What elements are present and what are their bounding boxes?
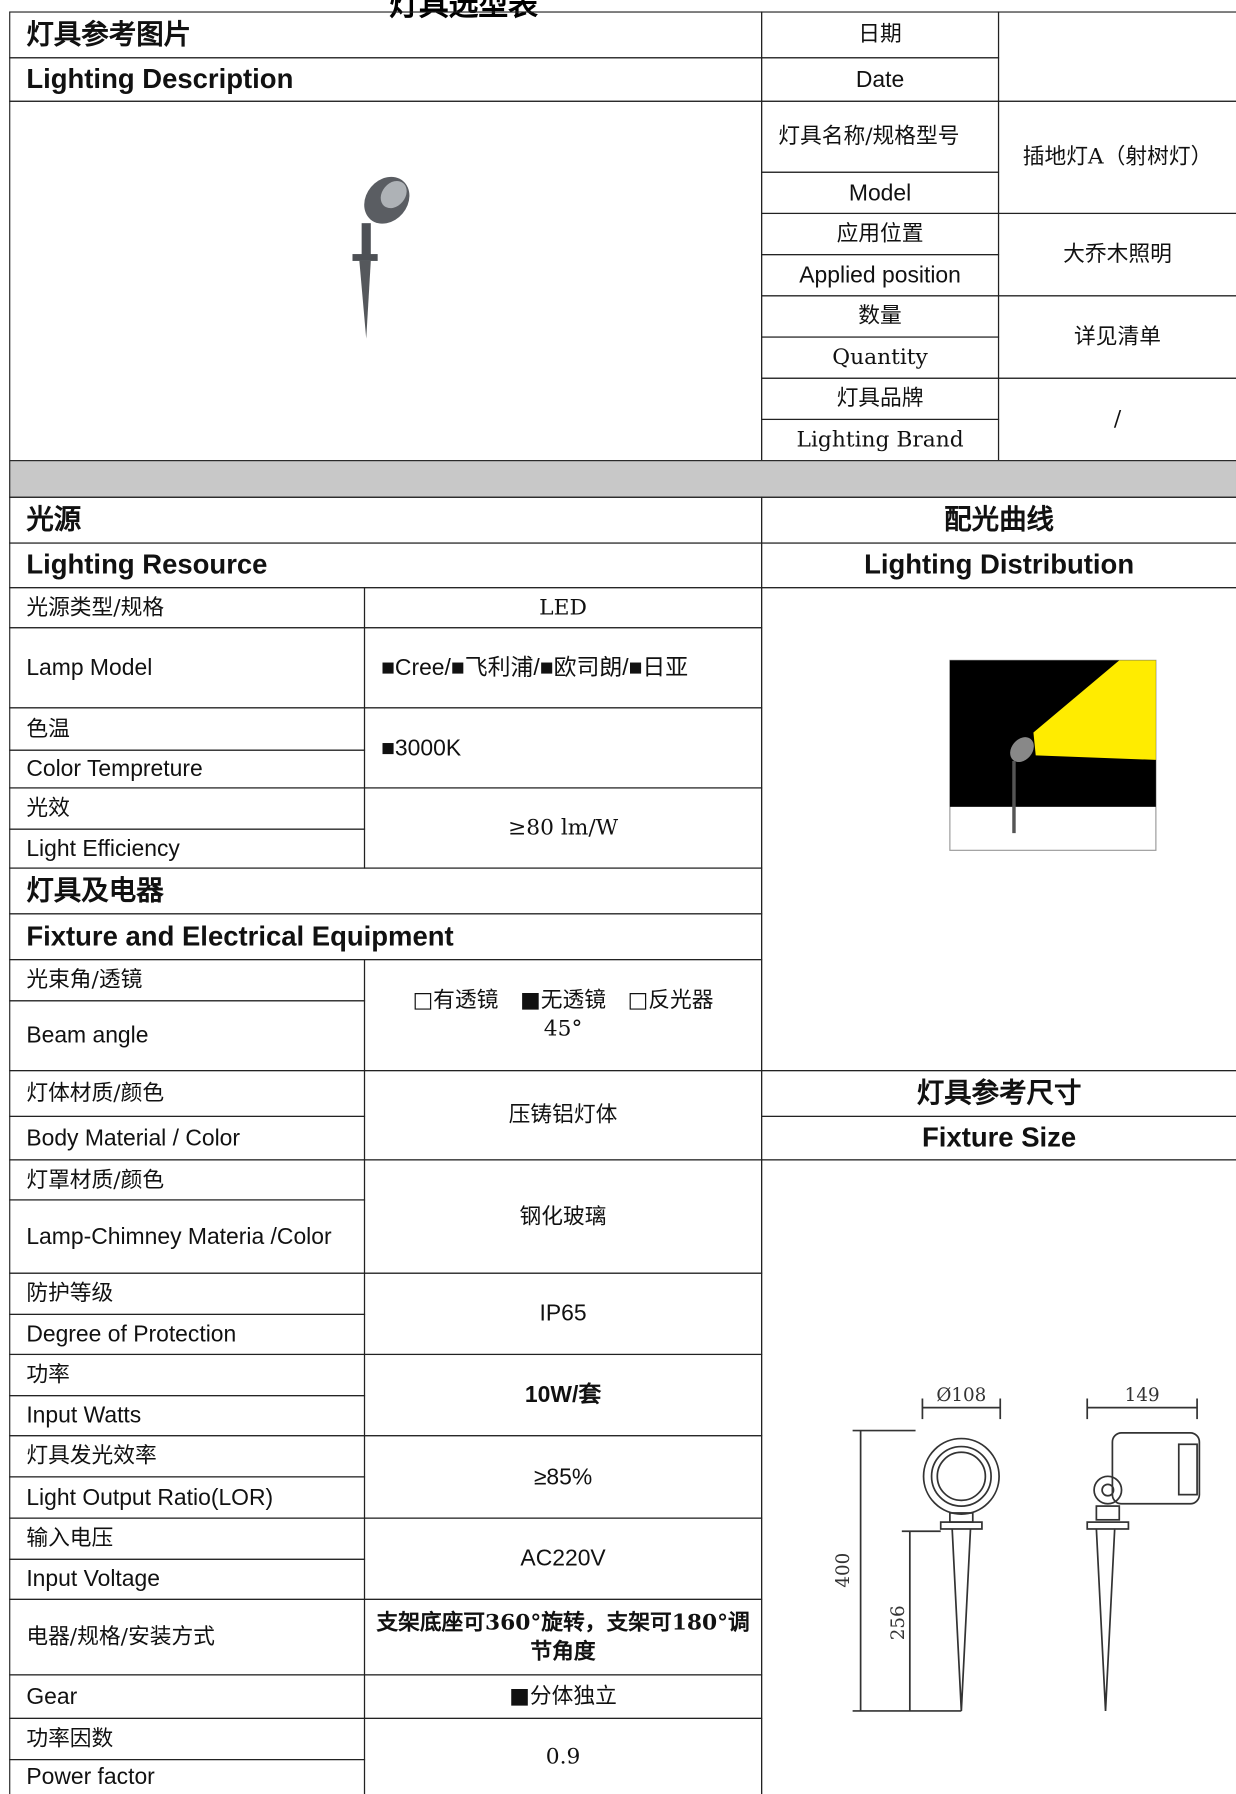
- cell-text: 压铸铝灯体: [508, 1102, 618, 1128]
- dimension-label: 400: [833, 1553, 854, 1588]
- table-cell: Color Tempreture: [9, 749, 366, 789]
- cell-text: Model: [848, 180, 912, 206]
- table-cell: Lighting Brand: [761, 418, 1000, 462]
- cell-text: 功率因数: [26, 1725, 114, 1752]
- fixture-photo: [352, 176, 410, 339]
- cell-text: ≥80 lm/W: [508, 815, 619, 841]
- table-cell: 防护等级: [9, 1272, 366, 1315]
- cell-text: 灯罩材质/颜色: [26, 1166, 165, 1193]
- cell-text: 灯具品牌: [836, 385, 924, 412]
- cell-text: Input Voltage: [26, 1566, 160, 1592]
- cell-text: Lighting Distribution: [864, 549, 1135, 581]
- cell-text: Quantity: [832, 344, 928, 370]
- cell-text: 功率: [26, 1362, 70, 1388]
- cell-text: Lighting Resource: [26, 549, 268, 581]
- cell-text: 数量: [858, 303, 902, 329]
- cell-text: Input Watts: [26, 1403, 142, 1429]
- cell-text: /: [1113, 406, 1122, 432]
- section-header: Lighting Resource: [9, 542, 763, 589]
- cell-text: 电器/规格/安装方式: [26, 1624, 215, 1650]
- dimension-label: 149: [1125, 1385, 1160, 1406]
- distribution-image: [949, 659, 1157, 851]
- cell-text: Lamp Model: [26, 655, 153, 681]
- cell-text: 防护等级: [26, 1280, 114, 1306]
- cell-text: 灯具参考图片: [26, 19, 192, 51]
- dimension-label: Ø108: [936, 1385, 986, 1406]
- cell-text: Lighting Description: [26, 63, 294, 95]
- table-cell: Power factor: [9, 1759, 366, 1794]
- cell-text: 光束角/透镜: [26, 967, 143, 993]
- cell-text: ■分体独立: [509, 1683, 617, 1709]
- cell-text: IP65: [539, 1301, 587, 1327]
- cell-text: Power factor: [26, 1764, 155, 1790]
- cell-text: Applied position: [799, 262, 961, 288]
- cell-text: 插地灯A（射树灯）: [1022, 144, 1213, 170]
- cell-text: 0.9: [545, 1743, 581, 1769]
- cell-text: 大乔木照明: [1063, 241, 1172, 267]
- cell-text: LED: [539, 594, 587, 620]
- cell-text: Lighting Brand: [796, 427, 964, 453]
- cell-text: ■3000K: [381, 735, 462, 761]
- cell-text: Fixture and Electrical Equipment: [26, 921, 454, 953]
- cell-text: 输入电压: [26, 1525, 114, 1551]
- cell-text: 灯具名称/规格型号: [778, 123, 960, 149]
- separator: [9, 460, 1236, 498]
- cell-text: 日期: [858, 21, 902, 48]
- cell-text: Lamp-Chimney Materia /Color: [26, 1223, 332, 1250]
- cell-text: 灯具参考尺寸: [916, 1077, 1082, 1109]
- table-cell: 支架底座可360°旋转，支架可180°调节角度: [363, 1598, 763, 1676]
- cell-text: ■Cree/■飞利浦/■欧司朗/■日亚: [381, 655, 689, 681]
- cell-text: Color Tempreture: [26, 756, 203, 782]
- section-header: 灯具及电器: [9, 867, 763, 915]
- table-cell: ■Cree/■飞利浦/■欧司朗/■日亚: [363, 627, 763, 709]
- cell-text: Light Output Ratio(LOR): [26, 1484, 274, 1511]
- cell-text: 光源类型/规格: [26, 594, 165, 620]
- cell-text: 光效: [26, 795, 70, 821]
- cell-text: Body Material / Color: [26, 1125, 241, 1151]
- table-cell: Input Voltage: [9, 1558, 366, 1600]
- cell-text: 灯具及电器: [26, 875, 164, 907]
- cell-text: AC220V: [520, 1546, 606, 1572]
- cell-text: 支架底座可360°旋转，支架可180°调节角度: [376, 1610, 750, 1664]
- cell-text: ≥85%: [533, 1464, 593, 1490]
- cell-text: 45°: [543, 1016, 583, 1042]
- cell-text: Beam angle: [26, 1023, 149, 1049]
- cell-text: 灯具发光效率: [26, 1443, 157, 1469]
- cell-text: Date: [855, 66, 905, 93]
- dimension-label: 256: [888, 1605, 909, 1640]
- cell-text: Gear: [26, 1684, 78, 1710]
- dimension-drawing: [852, 1398, 1201, 1712]
- table-cell: 大乔木照明: [997, 212, 1236, 297]
- table-cell: □有透镜 ■无透镜 □反光器 45°: [363, 959, 763, 1072]
- table-cell: Degree of Protection: [9, 1313, 366, 1356]
- cell-text: 灯体材质/颜色: [26, 1080, 165, 1106]
- table-cell: Body Material / Color: [9, 1115, 366, 1161]
- cell-text: 配光曲线: [944, 504, 1055, 536]
- cell-text: 应用位置: [836, 221, 924, 247]
- cell-text: Light Efficiency: [26, 836, 180, 862]
- table-cell: 灯具名称/规格型号: [761, 100, 1000, 173]
- table-cell: 压铸铝灯体: [363, 1070, 763, 1161]
- cell-text: Degree of Protection: [26, 1321, 237, 1348]
- cell-text: 详见清单: [1074, 324, 1162, 350]
- cell-text: 钢化玻璃: [519, 1203, 607, 1229]
- cell-text: 色温: [26, 716, 70, 742]
- cell-text: □有透镜 ■无透镜 □反光器: [412, 988, 714, 1014]
- cell-text: Fixture Size: [922, 1122, 1077, 1154]
- cell-text: 光源: [26, 504, 82, 536]
- cell-text: 10W/套: [524, 1382, 602, 1408]
